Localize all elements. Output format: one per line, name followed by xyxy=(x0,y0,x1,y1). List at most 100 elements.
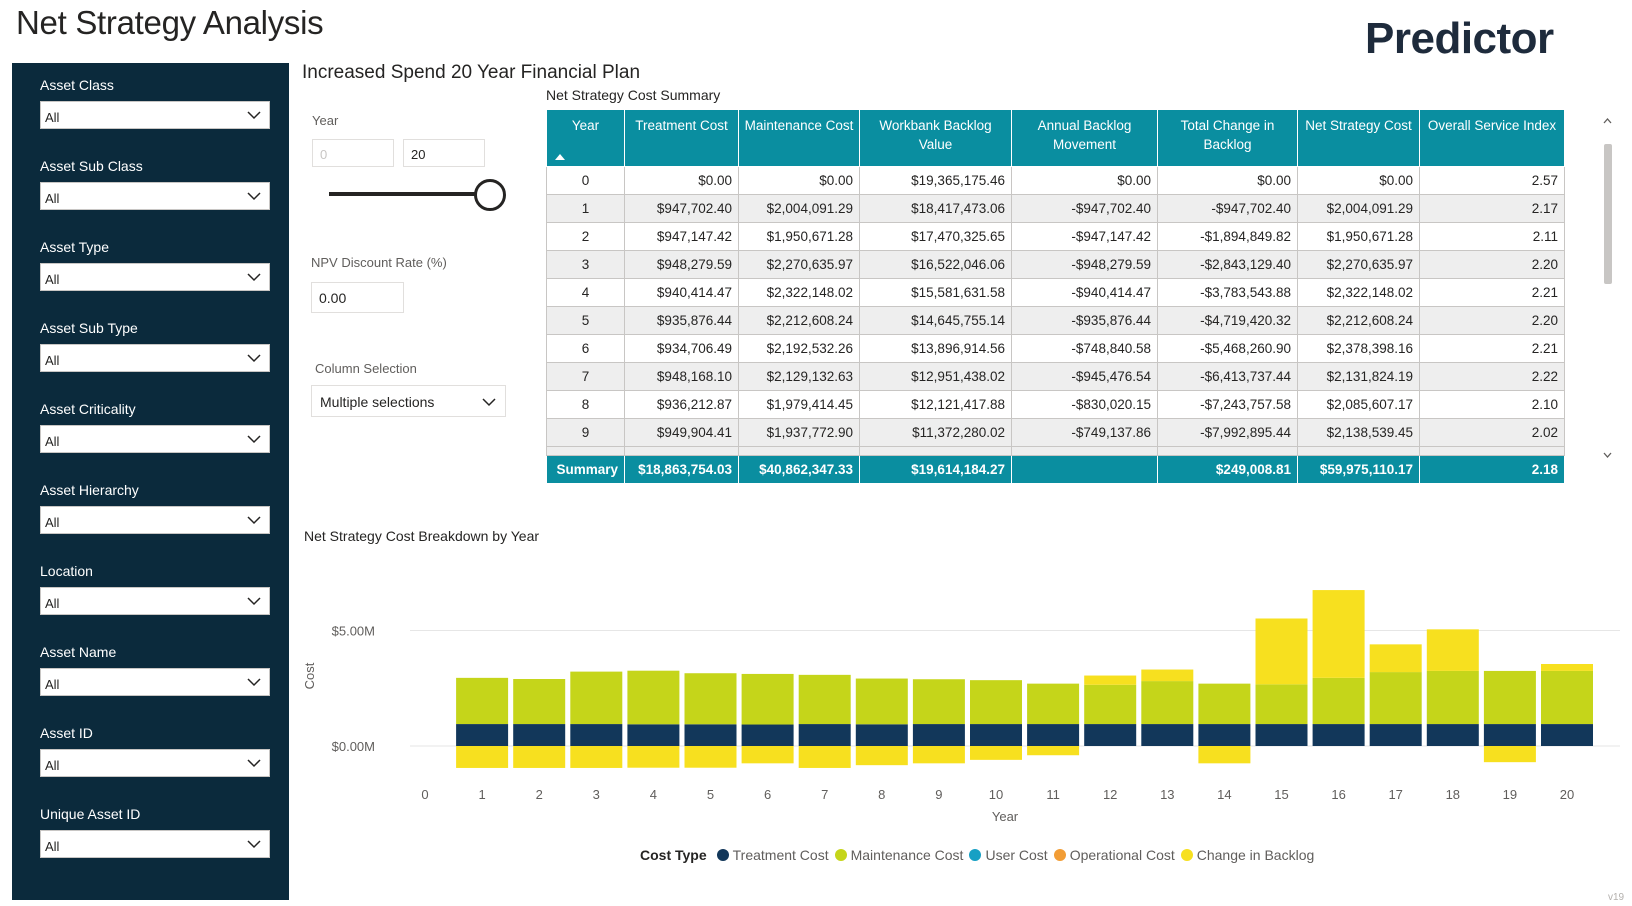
column-header-workbank-backlog-value[interactable]: Workbank Backlog Value xyxy=(859,109,1012,167)
bar-segment-maintenance-cost xyxy=(1141,681,1194,725)
year-max-input[interactable]: 20 xyxy=(403,139,485,167)
table-row[interactable]: 3 $948,279.59 $2,270,635.97 $16,522,046.06-… xyxy=(546,250,1565,279)
scroll-down-icon[interactable] xyxy=(1603,452,1612,458)
table-row[interactable]: 5 $935,876.44 $2,212,608.24 $14,645,755.14-… xyxy=(546,306,1565,335)
cell-treatment-cost: $949,904.41 xyxy=(624,418,739,447)
table-scrollbar[interactable] xyxy=(1600,114,1614,464)
cell-total-change-in-backlog: -$5,468,260.90 xyxy=(1157,334,1298,363)
legend-item-treatment-cost[interactable]: Treatment Cost xyxy=(716,847,829,863)
x-tick-label: 12 xyxy=(1103,787,1117,802)
asset-sub-class-dropdown[interactable]: All xyxy=(40,182,270,210)
location-dropdown[interactable]: All xyxy=(40,587,270,615)
brand-logo: Predictor xyxy=(1365,14,1554,63)
x-tick-label: 2 xyxy=(536,787,543,802)
cell-workbank-backlog-value: $14,645,755.14 xyxy=(859,306,1012,335)
bar-segment-treatment-cost xyxy=(1312,724,1365,746)
cell-workbank-backlog-value: $18,417,473.06 xyxy=(859,194,1012,223)
x-tick-label: 15 xyxy=(1274,787,1288,802)
bar-segment-treatment-cost xyxy=(684,724,737,746)
column-header-annual-backlog-movement[interactable]: Annual Backlog Movement xyxy=(1011,109,1158,167)
cell-annual-backlog-movement: -$948,279.59 xyxy=(1011,250,1158,279)
partial-cell xyxy=(1011,446,1158,456)
y-axis-title: Cost xyxy=(302,662,317,689)
table-row[interactable]: 9 $949,904.41 $1,937,772.90 $11,372,280.02-… xyxy=(546,418,1565,447)
column-selection-dropdown[interactable]: Multiple selections xyxy=(311,385,506,417)
dropdown-value: All xyxy=(45,353,60,368)
legend-dot xyxy=(969,849,982,861)
summary-treatment-cost: $18,863,754.03 xyxy=(624,455,739,484)
x-tick-label: 16 xyxy=(1331,787,1345,802)
legend-item-change-in-backlog[interactable]: Change in Backlog xyxy=(1180,847,1315,863)
bar-segment-maintenance-cost xyxy=(1426,670,1479,725)
cell-net-strategy-cost: $1,950,671.28 xyxy=(1297,222,1420,251)
table-row[interactable]: 4 $940,414.47 $2,322,148.02 $15,581,631.58-… xyxy=(546,278,1565,307)
asset-class-dropdown[interactable]: All xyxy=(40,101,270,129)
cell-maintenance-cost: $1,937,772.90 xyxy=(738,418,860,447)
dropdown-value: All xyxy=(45,758,60,773)
asset-name-dropdown[interactable]: All xyxy=(40,668,270,696)
filter-label: Location xyxy=(40,563,93,579)
scrollbar-thumb[interactable] xyxy=(1604,144,1612,284)
filter-asset-class: Asset Class All xyxy=(40,75,270,129)
year-slider-track[interactable] xyxy=(329,192,489,196)
column-header-year[interactable]: Year xyxy=(546,109,625,167)
bar-segment-maintenance-cost xyxy=(627,670,680,725)
asset-hierarchy-dropdown[interactable]: All xyxy=(40,506,270,534)
column-header-overall-service-index[interactable]: Overall Service Index xyxy=(1419,109,1565,167)
chevron-down-icon xyxy=(247,597,261,606)
legend-item-operational-cost[interactable]: Operational Cost xyxy=(1053,847,1175,863)
scroll-up-icon[interactable] xyxy=(1603,118,1612,124)
dropdown-value: All xyxy=(45,677,60,692)
filter-asset-sub-type: Asset Sub Type All xyxy=(40,318,270,372)
asset-type-dropdown[interactable]: All xyxy=(40,263,270,291)
year-min-input[interactable]: 0 xyxy=(312,139,394,167)
cell-net-strategy-cost: $2,138,539.45 xyxy=(1297,418,1420,447)
cell-annual-backlog-movement: -$748,840.58 xyxy=(1011,334,1158,363)
table-row[interactable]: 1 $947,702.40 $2,004,091.29 $18,417,473.06-… xyxy=(546,194,1565,223)
legend-label: Maintenance Cost xyxy=(850,847,964,863)
column-header-maintenance-cost[interactable]: Maintenance Cost xyxy=(738,109,860,167)
chevron-down-icon xyxy=(482,398,496,407)
column-header-total-change-in-backlog[interactable]: Total Change in Backlog xyxy=(1157,109,1298,167)
cell-total-change-in-backlog: -$7,992,895.44 xyxy=(1157,418,1298,447)
asset-criticality-dropdown[interactable]: All xyxy=(40,425,270,453)
table-row[interactable]: 2 $947,147.42 $1,950,671.28 $17,470,325.65-… xyxy=(546,222,1565,251)
column-header-treatment-cost[interactable]: Treatment Cost xyxy=(624,109,739,167)
cell-overall-service-index: 2.21 xyxy=(1419,278,1565,307)
table-row[interactable]: 8 $936,212.87 $1,979,414.45 $12,121,417.88-… xyxy=(546,390,1565,419)
cell-year: 3 xyxy=(546,250,625,279)
bar-segment-treatment-cost xyxy=(570,724,623,746)
bar-segment-maintenance-cost xyxy=(1198,683,1251,725)
bar-segment-change-in-backlog xyxy=(456,746,509,768)
cell-maintenance-cost: $2,004,091.29 xyxy=(738,194,860,223)
filter-label: Asset Name xyxy=(40,644,117,660)
unique-asset-id-dropdown[interactable]: All xyxy=(40,830,270,858)
cell-total-change-in-backlog: -$1,894,849.82 xyxy=(1157,222,1298,251)
table-row[interactable]: 7 $948,168.10 $2,129,132.63 $12,951,438.02-… xyxy=(546,362,1565,391)
column-header-net-strategy-cost[interactable]: Net Strategy Cost xyxy=(1297,109,1420,167)
column-header-label: Year xyxy=(571,118,600,133)
filter-label: Asset Type xyxy=(40,239,110,255)
year-slider-handle[interactable] xyxy=(474,179,506,211)
filter-label: Asset ID xyxy=(40,725,93,741)
npv-input[interactable]: 0.00 xyxy=(311,282,404,313)
bar-segment-change-in-backlog xyxy=(1483,746,1536,763)
cell-maintenance-cost: $1,979,414.45 xyxy=(738,390,860,419)
legend-item-user-cost[interactable]: User Cost xyxy=(969,847,1048,863)
cell-annual-backlog-movement: $0.00 xyxy=(1011,166,1158,195)
cell-year: 4 xyxy=(546,278,625,307)
x-tick-label: 13 xyxy=(1160,787,1174,802)
table-row[interactable]: 6 $934,706.49 $2,192,532.26 $13,896,914.56-… xyxy=(546,334,1565,363)
asset-id-dropdown[interactable]: All xyxy=(40,749,270,777)
asset-sub-type-dropdown[interactable]: All xyxy=(40,344,270,372)
cell-overall-service-index: 2.17 xyxy=(1419,194,1565,223)
plan-title: Increased Spend 20 Year Financial Plan xyxy=(302,62,641,83)
x-tick-label: 4 xyxy=(650,787,657,802)
dropdown-value: All xyxy=(45,434,60,449)
dropdown-value: All xyxy=(45,596,60,611)
x-tick-label: 0 xyxy=(421,787,428,802)
legend-label: Change in Backlog xyxy=(1196,847,1315,863)
legend-item-maintenance-cost[interactable]: Maintenance Cost xyxy=(834,847,964,863)
table-row[interactable]: 0 $0.00 $0.00 $19,365,175.46 $0.00 $0.00 $0.00… xyxy=(546,166,1565,195)
legend-dot xyxy=(834,849,847,861)
